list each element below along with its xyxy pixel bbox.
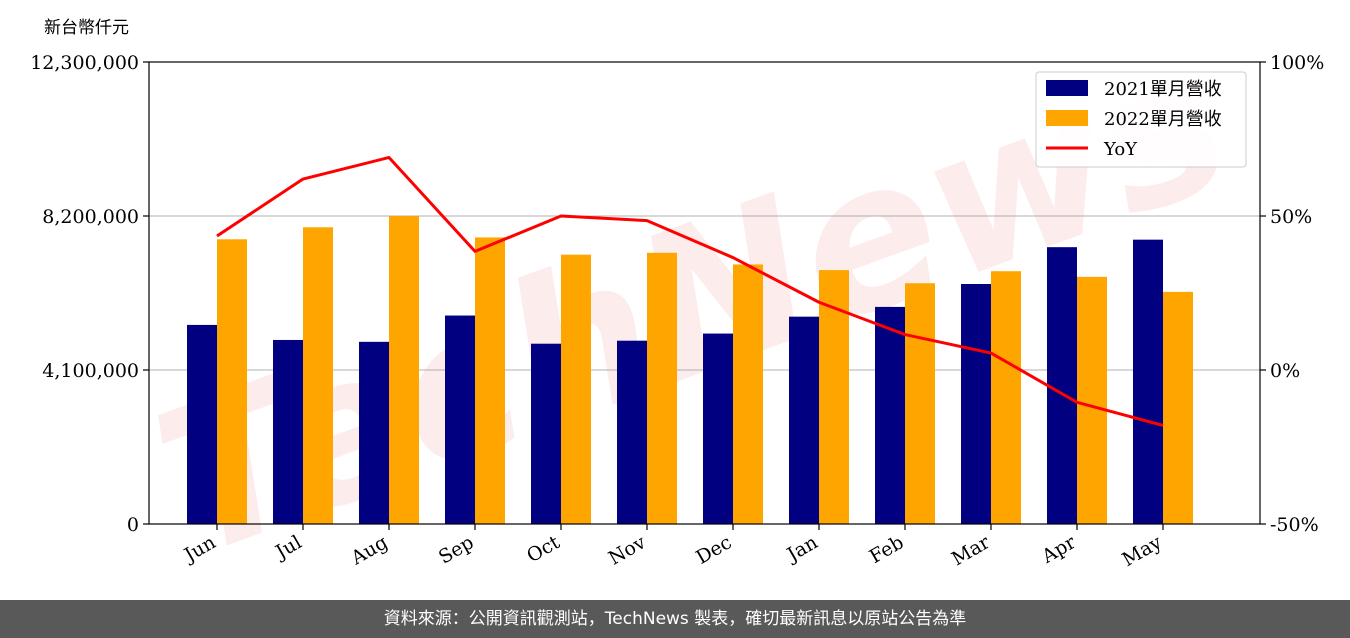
- chart: TechNews 04,100,0008,200,00012,300,000-5…: [30, 3, 1324, 600]
- legend-label-yoy: YoY: [1103, 139, 1138, 160]
- bar-2022-dec: [733, 264, 763, 524]
- x-tick-label: Apr: [1037, 531, 1080, 568]
- y-right-tick-label: 50%: [1270, 206, 1312, 228]
- bar-2021-nov: [617, 340, 647, 524]
- bar-2021-may: [1133, 239, 1163, 524]
- bar-2022-mar: [991, 271, 1021, 524]
- x-tick-label: Nov: [605, 531, 650, 570]
- legend-label-2021: 2021單月營收: [1104, 79, 1222, 100]
- legend-box: [1035, 71, 1247, 168]
- bar-2022-apr: [1077, 276, 1107, 524]
- bar-2021-aug: [359, 341, 389, 524]
- bar-2022-may: [1163, 291, 1193, 524]
- legend: 2021單月營收 2022單月營收 YoY: [1035, 71, 1247, 168]
- bar-2022-jun: [217, 239, 247, 524]
- y-right-tick-label: 100%: [1270, 52, 1324, 74]
- bar-2022-nov: [647, 252, 677, 524]
- bar-2022-sep: [475, 237, 505, 524]
- y-left-tick-label: 12,300,000: [30, 52, 139, 74]
- bar-2022-aug: [389, 216, 419, 524]
- bar-2022-oct: [561, 254, 591, 524]
- bar-2021-mar: [961, 283, 991, 524]
- bar-2021-jan: [789, 316, 819, 524]
- bar-2021-sep: [445, 315, 475, 524]
- bar-2022-jul: [303, 227, 333, 524]
- x-tick-label: Sep: [435, 531, 478, 568]
- y-right-tick-label: -50%: [1270, 514, 1319, 536]
- bars: [187, 216, 1193, 525]
- legend-label-2022: 2022單月營收: [1104, 109, 1222, 130]
- x-tick-label: Feb: [866, 531, 908, 568]
- y-right-tick-label: 0%: [1270, 360, 1300, 382]
- x-tick-label: May: [1119, 531, 1166, 571]
- x-tick-label: Jan: [782, 531, 822, 567]
- bar-2021-jul: [273, 339, 303, 524]
- x-tick-label: Oct: [523, 531, 564, 567]
- y-unit-label: 新台幣仟元: [44, 18, 129, 38]
- yoy-line: [216, 155, 1164, 427]
- x-tick-label: Mar: [948, 531, 994, 570]
- source-footer: 資料來源：公開資訊觀測站，TechNews 製表，確切最新訊息以原站公告為準: [0, 600, 1350, 638]
- x-tick-label: Dec: [692, 531, 735, 569]
- bar-2021-jun: [187, 324, 217, 524]
- y-left-tick-label: 8,200,000: [42, 206, 139, 228]
- y-left-tick-label: 0: [127, 514, 139, 536]
- y-left-tick-label: 4,100,000: [42, 360, 139, 382]
- bar-2021-oct: [531, 343, 561, 524]
- plot-frame: [148, 61, 1261, 525]
- bar-2021-feb: [875, 306, 905, 524]
- bar-2021-dec: [703, 333, 733, 524]
- bar-2022-feb: [905, 283, 935, 524]
- legend-swatch-2022: [1046, 110, 1088, 126]
- yoy-line-layer: [216, 155, 1164, 427]
- bar-2021-apr: [1047, 247, 1077, 525]
- legend-swatch-2021: [1046, 80, 1088, 96]
